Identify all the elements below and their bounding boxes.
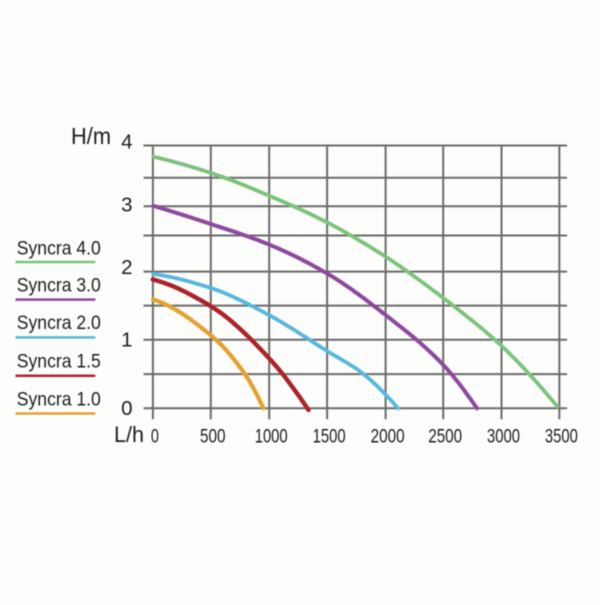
svg-text:1500: 1500 xyxy=(313,425,346,447)
svg-text:1: 1 xyxy=(121,328,132,351)
svg-text:Syncra 4.0: Syncra 4.0 xyxy=(17,237,101,259)
svg-text:3000: 3000 xyxy=(487,425,520,447)
svg-text:0: 0 xyxy=(121,397,132,420)
svg-text:4: 4 xyxy=(121,131,132,154)
svg-text:2000: 2000 xyxy=(371,425,405,447)
svg-text:Syncra 1.0: Syncra 1.0 xyxy=(17,388,101,410)
svg-text:1000: 1000 xyxy=(255,425,288,447)
svg-text:3500: 3500 xyxy=(545,425,578,447)
svg-text:H/m: H/m xyxy=(71,123,111,149)
svg-text:500: 500 xyxy=(200,425,226,447)
svg-text:2500: 2500 xyxy=(428,425,462,447)
svg-text:0: 0 xyxy=(151,425,159,447)
svg-text:3: 3 xyxy=(121,194,132,217)
svg-text:2: 2 xyxy=(121,256,132,279)
svg-text:Syncra 2.0: Syncra 2.0 xyxy=(17,312,101,334)
svg-text:Syncra 1.5: Syncra 1.5 xyxy=(17,351,101,373)
svg-text:L/h: L/h xyxy=(114,422,144,447)
svg-text:Syncra 3.0: Syncra 3.0 xyxy=(17,274,101,296)
